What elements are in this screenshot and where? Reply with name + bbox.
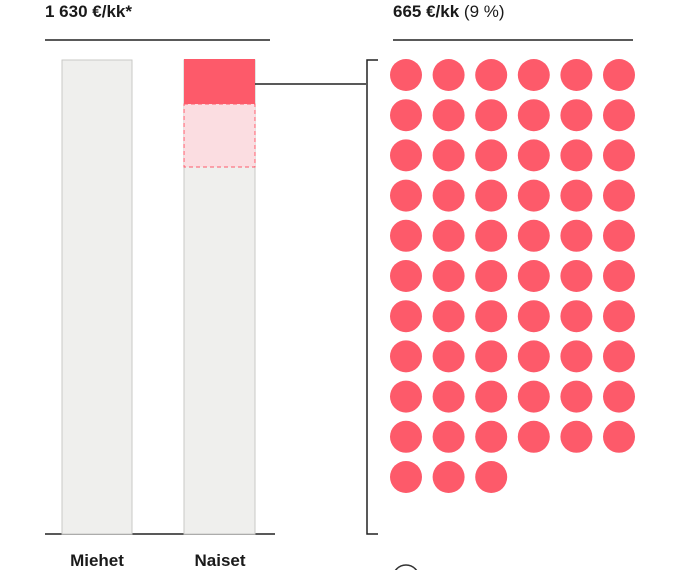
dot bbox=[432, 139, 465, 172]
dot bbox=[390, 340, 422, 373]
dot bbox=[517, 300, 550, 333]
bar-naiset-gap-light bbox=[183, 103, 256, 168]
dot bbox=[475, 420, 508, 453]
dot bbox=[475, 300, 508, 333]
right-percent: (9 %) bbox=[463, 2, 505, 21]
dot-grid bbox=[390, 59, 635, 493]
dot bbox=[390, 59, 422, 91]
dot bbox=[560, 139, 593, 172]
dot bbox=[432, 99, 465, 132]
dot bbox=[560, 260, 593, 292]
dot bbox=[432, 461, 465, 493]
dot bbox=[475, 260, 508, 292]
dot bbox=[475, 340, 508, 373]
dot bbox=[603, 219, 635, 252]
right-value-label: 665 €/kk (9 %) bbox=[393, 2, 505, 22]
dot bbox=[475, 219, 508, 252]
dot bbox=[560, 420, 593, 453]
dot bbox=[390, 260, 422, 292]
dot bbox=[603, 420, 635, 453]
dot bbox=[432, 380, 465, 413]
bar-naiset-gap-solid bbox=[184, 59, 255, 104]
dot bbox=[390, 380, 422, 413]
dot bbox=[517, 139, 550, 172]
dot bbox=[432, 179, 465, 212]
dot bbox=[432, 260, 465, 292]
dot bbox=[603, 139, 635, 172]
dot bbox=[432, 340, 465, 373]
dot bbox=[603, 59, 635, 91]
dot bbox=[560, 300, 593, 333]
dot bbox=[475, 99, 508, 132]
dot bbox=[390, 179, 422, 212]
bar-miehet bbox=[61, 59, 133, 535]
left-value-label: 1 630 €/kk* bbox=[45, 2, 132, 21]
dot bbox=[475, 179, 508, 212]
dot bbox=[390, 461, 422, 493]
dot bbox=[517, 260, 550, 292]
dot bbox=[432, 420, 465, 453]
dot bbox=[390, 99, 422, 132]
dot bbox=[603, 300, 635, 333]
dot bbox=[517, 380, 550, 413]
dot bbox=[560, 340, 593, 373]
dot bbox=[517, 59, 550, 91]
dot bbox=[560, 380, 593, 413]
category-label-miehet: Miehet bbox=[70, 551, 124, 570]
dot bbox=[603, 340, 635, 373]
dot bbox=[475, 380, 508, 413]
dot bbox=[603, 179, 635, 212]
dot bbox=[603, 260, 635, 292]
dot bbox=[390, 219, 422, 252]
dot bbox=[475, 461, 508, 493]
category-label-naiset: Naiset bbox=[194, 551, 246, 570]
dot bbox=[517, 179, 550, 212]
dot bbox=[432, 59, 465, 91]
dot bbox=[475, 59, 508, 91]
dot bbox=[390, 420, 422, 453]
bracket bbox=[366, 59, 378, 535]
dot bbox=[432, 300, 465, 333]
dot bbox=[560, 219, 593, 252]
dot bbox=[475, 139, 508, 172]
dot bbox=[517, 340, 550, 373]
dot bbox=[517, 420, 550, 453]
dot bbox=[603, 380, 635, 413]
legend-circle bbox=[394, 564, 418, 570]
dot bbox=[390, 139, 422, 172]
dot bbox=[390, 300, 422, 333]
right-amount: 665 €/kk bbox=[393, 2, 460, 21]
dot bbox=[603, 99, 635, 132]
dot bbox=[560, 59, 593, 91]
dot bbox=[560, 179, 593, 212]
dot bbox=[560, 99, 593, 132]
dot bbox=[517, 99, 550, 132]
dot bbox=[517, 219, 550, 252]
dot bbox=[432, 219, 465, 252]
